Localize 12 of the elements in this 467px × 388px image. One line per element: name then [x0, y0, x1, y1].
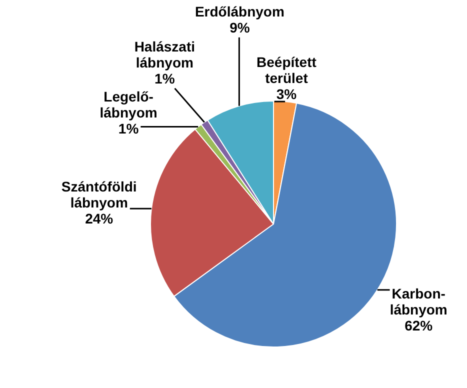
data-label: 1%: [118, 120, 140, 137]
data-label: 62%: [404, 318, 434, 334]
slice-label: Erdőlábnyom: [194, 3, 284, 20]
data-label: 3%: [276, 86, 298, 102]
data-label: 24%: [85, 210, 114, 227]
slice-label: Legelő-lábnyom: [100, 88, 158, 121]
slice-label: Szántóföldi lábnyom: [61, 178, 137, 211]
data-label: 9%: [230, 19, 250, 36]
slice-label: Karbon-lábnyom: [390, 286, 448, 318]
data-label: 1%: [154, 70, 176, 86]
slice-label: Beépített terület: [256, 54, 317, 86]
slice-label: Halászati lábnyom: [134, 38, 196, 70]
